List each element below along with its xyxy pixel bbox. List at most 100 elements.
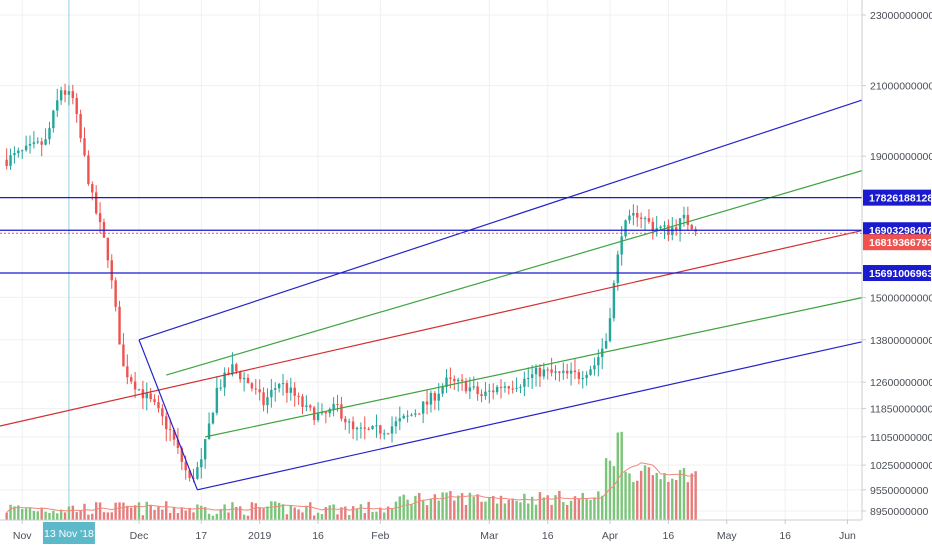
volume-bar <box>168 512 172 520</box>
candle-body <box>534 367 538 375</box>
candle-body <box>507 386 511 389</box>
volume-bar <box>71 505 75 520</box>
time-tick-label: Mar <box>480 530 499 542</box>
volume-bar <box>511 498 514 520</box>
volume-bar <box>636 480 639 520</box>
candle-body <box>616 254 619 284</box>
candle-body <box>305 405 308 407</box>
volume-bar <box>359 504 363 520</box>
candle-body <box>546 369 549 371</box>
volume-bar <box>24 508 28 520</box>
volume-bar <box>425 505 429 520</box>
volume-bar <box>79 510 82 520</box>
candle-body <box>281 383 285 385</box>
candle-body <box>165 416 168 430</box>
candle-body <box>441 386 444 394</box>
candle-body <box>359 427 363 429</box>
candle-body <box>63 90 67 95</box>
candle-body <box>274 388 277 390</box>
candle-body <box>542 369 546 377</box>
candle-body <box>581 378 584 380</box>
candle-body <box>161 408 164 417</box>
price-axis: 23000000000 21000000000 19000000000 1782618… <box>861 0 932 550</box>
candle-body <box>235 364 238 372</box>
volume-bar <box>145 501 148 520</box>
candle-body <box>59 90 63 101</box>
volume-bar <box>274 501 277 520</box>
candle-body <box>527 378 530 380</box>
volume-bar <box>56 513 59 520</box>
price-tick-label: 12600000000 <box>870 377 932 389</box>
volume-bar <box>87 514 90 520</box>
volume-bar <box>519 502 522 520</box>
candle-body <box>530 374 534 379</box>
volume-bar <box>114 502 117 520</box>
candle-body <box>690 224 693 230</box>
time-tick-label: 16 <box>779 530 791 542</box>
candle-body <box>468 387 472 392</box>
volume-bar <box>102 512 106 520</box>
candle-body <box>340 404 343 419</box>
candle-body <box>492 390 495 393</box>
volume-bar <box>375 511 378 520</box>
channel-upper-line <box>138 99 863 341</box>
volume-bar <box>383 512 386 520</box>
candle-body <box>176 439 180 448</box>
volume-bar <box>495 503 499 520</box>
volume-bar <box>604 458 608 520</box>
volume-bar <box>667 481 670 520</box>
candle-body <box>301 396 304 407</box>
time-axis-bg <box>0 520 862 550</box>
channel-inner-lower-line <box>205 297 863 438</box>
candle-body <box>9 155 12 166</box>
candle-body <box>386 433 390 435</box>
price-tick-label: 11050000000 <box>870 432 932 444</box>
candle-body <box>250 383 254 389</box>
time-tick-label: 2019 <box>248 530 272 542</box>
candle-body <box>168 429 172 431</box>
candle-body <box>608 318 612 341</box>
candle-body <box>569 370 573 374</box>
volume-bar <box>460 493 464 520</box>
candle-body <box>523 378 526 387</box>
candle-body <box>398 418 402 422</box>
volume-bar <box>91 513 94 520</box>
volume-bar <box>5 512 8 520</box>
candle-body <box>394 421 398 427</box>
crosshair-date-tag <box>42 522 95 544</box>
volume-bar <box>332 504 335 520</box>
volume-bar <box>75 512 78 520</box>
candle-body <box>328 409 331 414</box>
candle-body <box>643 218 647 220</box>
candle-body <box>336 403 339 405</box>
price-level-label: 17826188128 <box>869 193 932 205</box>
volume-bar <box>262 508 265 520</box>
volume-bar <box>94 502 98 520</box>
candle-body <box>639 217 643 219</box>
price-tick-label: 21000000000 <box>870 81 932 93</box>
volume-bar <box>386 506 390 520</box>
candle-body <box>379 425 382 434</box>
volume-bar <box>324 507 328 520</box>
candle-body <box>351 421 355 430</box>
volume-bar <box>690 473 693 520</box>
volume-bar <box>277 502 281 520</box>
candle-body <box>464 381 468 392</box>
candle-body <box>94 192 98 214</box>
channel-lower-line <box>197 341 863 491</box>
candle-body <box>145 393 148 399</box>
channel-median-line <box>0 229 863 427</box>
volume-bar <box>211 515 215 520</box>
volume-bar <box>363 513 366 520</box>
volume-bar <box>157 506 160 520</box>
volume-bar <box>293 507 296 520</box>
volume-bar <box>250 502 254 520</box>
volume-bar <box>468 492 472 520</box>
candle-body <box>577 372 581 379</box>
candle-body <box>425 401 429 405</box>
candle-body <box>184 461 187 471</box>
time-tick-label: Dec <box>130 530 149 542</box>
volume-bar <box>488 496 491 520</box>
